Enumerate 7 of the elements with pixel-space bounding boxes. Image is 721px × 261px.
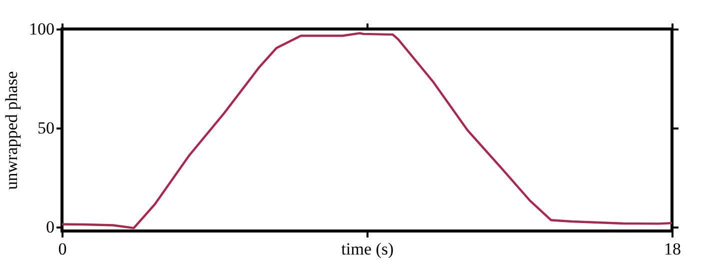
y-tick-label: 0: [46, 218, 54, 237]
x-axis-title: time (s): [341, 240, 394, 258]
x-tick-label: 18: [664, 240, 681, 258]
y-tick-label: 100: [29, 20, 54, 38]
y-tick-label: 50: [38, 118, 54, 138]
y-axis-title: unwrapped phase: [2, 71, 21, 190]
line-series: [60, 32, 674, 230]
